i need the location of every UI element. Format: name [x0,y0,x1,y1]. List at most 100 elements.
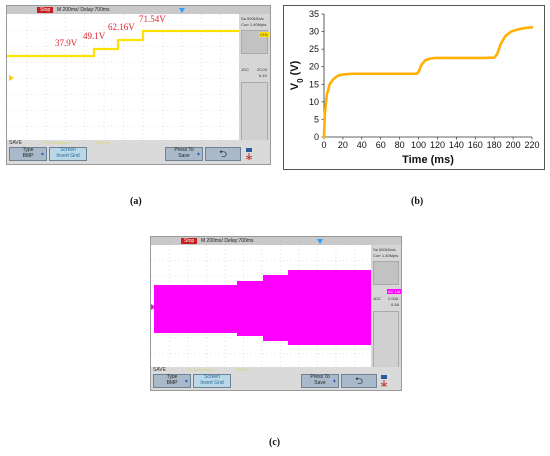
scope-c-note-2: PMO5fs [235,367,250,372]
scope-c-note-1: Pri.lXenadorme [187,367,215,372]
scope-a-ch-label: CH1 [259,32,270,37]
scope-c-type-button[interactable]: Type BMP ◆ [153,374,191,388]
scope-a-voltage-trace [7,29,240,58]
scope-c-side-block-2 [373,311,399,369]
scope-c-type-line2: BMP [166,379,178,386]
y-tick-label: 0 [314,132,319,142]
y-tick-label: 25 [309,44,319,54]
scope-a-screen-button[interactable]: Screen Invert Gnd [49,147,87,161]
scope-c-screen-line2: Invert Gnd [200,379,224,386]
series-line [322,26,534,139]
scope-c-type-line1: Type [166,374,178,380]
scope-a-ch-num: 1DC [241,67,250,72]
x-tick-label: 80 [395,140,405,150]
scope-a-note-1: Pri.lXenadorme [43,140,71,145]
scope-c-side-block-1 [373,261,399,285]
y-tick-label: 30 [309,27,319,37]
scope-a-topbar: Stop M 200ms/ Delay:700ms [7,6,270,14]
scope-a-voltage-label: 49.1V [83,31,106,41]
scope-a-press-line2: Save [178,152,190,159]
scope-c-waveform-segment [263,275,288,341]
scope-a-ch-scale: 20.0V [257,67,268,72]
scope-a-ground-marker-icon [9,75,14,81]
scope-c-grid-svg [151,245,373,369]
x-tick-label: 40 [357,140,367,150]
x-tick-label: 160 [468,140,483,150]
scope-c-ch-label: AC 1M [387,289,401,294]
scope-a-type-line2: BMP [22,152,34,159]
scope-c-waveform-segment [288,270,371,345]
x-tick-label: 60 [376,140,386,150]
caption-b: (b) [411,196,424,207]
y-tick-label: 20 [309,62,319,72]
scope-c-back-button[interactable]: ⮌ [341,374,377,388]
scope-c-usb-icon [380,374,390,388]
x-tick-label: 100 [411,140,426,150]
scope-c-ch-scale: 2.00A [388,296,399,301]
y-tick-label: 15 [309,79,319,89]
scope-a-usb-icon [245,147,255,161]
x-tick-label: 0 [321,140,326,150]
scope-c-press-line1: Press To [310,374,330,380]
scope-a-press-line1: Press To [174,147,194,153]
scope-c-timebase: M 200ms/ Delay:700ms [201,238,254,244]
scope-c-trigger-marker-icon [317,239,323,244]
scope-a-timebase: M 200ms/ Delay:700ms [57,7,110,13]
scope-c-grid [151,245,373,369]
scope-a-sample-rate: Sa 500kSa/s [241,16,264,21]
scope-a-press-arrow-icon: ◆ [196,151,200,156]
y-tick-label: 5 [314,114,319,124]
scope-c-stop-badge[interactable]: Stop [181,238,198,244]
scope-a-voltage-label: 62.16V [108,22,135,32]
scope-a-memory-depth: Curr 1.40Mpts [241,22,267,27]
scope-a-note-2: PMO5fs [95,140,110,145]
scope-c-ch-offset: 0.5A [391,302,400,307]
scope-c-ground-marker-icon [151,304,156,310]
scope-c-press-arrow-icon: ◆ [332,378,336,383]
scope-a-type-line1: Type [22,147,34,153]
scope-c-side-panel: Sa 500kSa/s Curr 1.40Mpts AC 1M 1DC 2.00… [371,245,401,369]
caption-a: (a) [130,196,142,207]
y-tick-label: 35 [309,9,319,19]
scope-a-ch-offset: 6.4V [259,73,268,78]
chart-b: 0 20 40 60 80 100 120 140 160 180 200 220 0 5 10 15 20 25… [283,5,545,170]
scope-c-press-line2: Save [314,379,326,386]
scope-panel-a: Stop M 200ms/ Delay:700ms 37.9V 49.1V 62.1… [6,5,271,165]
scope-a-stop-badge[interactable]: Stop [37,7,54,13]
scope-c-screen-button[interactable]: Screen Invert Gnd [193,374,231,388]
scope-c-bottom-menu: SAVE Pri.lXenadorme PMO5fs Type BMP ◆ Sc… [151,367,401,390]
scope-a-voltage-label: 37.9V [55,38,78,48]
scope-a-screen-line1: Screen [60,147,76,153]
scope-c-save-label: SAVE [153,367,166,373]
x-tick-label: 180 [487,140,502,150]
scope-c-screen-line1: Screen [204,374,220,380]
scope-c-type-arrow-icon: ◆ [184,378,188,383]
scope-panel-c: Stop M 200ms/ Delay:700ms Sa 500kSa/s Cu… [150,236,402,391]
x-axis-label: Time (ms) [402,154,454,166]
scope-c-waveform-segment [154,285,237,333]
scope-a-press-save-button[interactable]: Press To Save ◆ [165,147,203,161]
scope-c-back-icon: ⮌ [354,376,363,387]
scope-a-back-button[interactable]: ⮌ [205,147,241,161]
scope-a-side-block-2 [241,82,268,142]
scope-a-screen-line2: Invert Gnd [56,152,80,159]
x-tick-label: 120 [430,140,445,150]
y-axis-label: V0 (V) [289,60,305,90]
scope-a-bottom-menu: SAVE Pri.lXenadorme PMO5fs Type BMP ◆ Sc… [7,140,270,164]
scope-c-waveform-segment [237,281,263,336]
chart-b-svg: 0 20 40 60 80 100 120 140 160 180 200 220 0 5 10 15 20 25… [289,9,540,166]
scope-c-memory-depth: Curr 1.40Mpts [373,253,399,258]
scope-a-back-icon: ⮌ [218,149,227,160]
scope-c-press-save-button[interactable]: Press To Save ◆ [301,374,339,388]
scope-a-trigger-marker-icon [179,8,185,13]
x-tick-label: 220 [524,140,539,150]
scope-a-save-label: SAVE [9,140,22,146]
x-tick-label: 20 [338,140,348,150]
scope-c-topbar: Stop M 200ms/ Delay:700ms [151,237,401,245]
x-tick-label: 140 [449,140,464,150]
x-tick-label: 200 [506,140,521,150]
scope-a-side-panel: Sa 500kSa/s Curr 1.40Mpts CH1 1DC 20.0V … [239,14,270,142]
scope-a-type-button[interactable]: Type BMP ◆ [9,147,47,161]
scope-c-ch-num: 1DC [373,296,382,301]
